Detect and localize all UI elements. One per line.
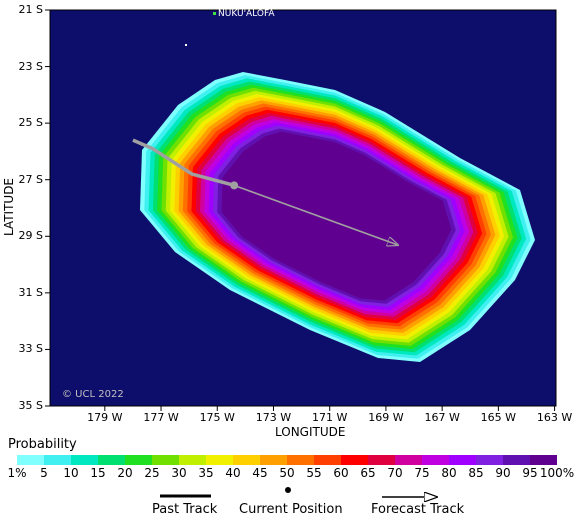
y-tick-label: 27 S xyxy=(18,172,43,186)
legend-swatch xyxy=(98,455,125,465)
legend-label: 25 xyxy=(144,466,160,480)
legend-labels: 1% 5 10 15 20 25 30 35 40 45 50 55 60 65 70 75 80 85 90 95 1… xyxy=(0,466,580,482)
legend-swatch xyxy=(233,455,260,465)
legend-swatch xyxy=(17,455,44,465)
legend-label: 70 xyxy=(387,466,403,480)
legend-swatch xyxy=(152,455,179,465)
legend-swatch xyxy=(422,455,449,465)
x-tick-label: 167 W xyxy=(424,411,460,424)
legend-label: 60 xyxy=(333,466,349,480)
legend-swatch xyxy=(260,455,287,465)
y-tick-label: 35 S xyxy=(18,399,43,412)
legend-swatch xyxy=(179,455,206,465)
legend-label: 100% xyxy=(539,466,575,480)
x-tick-label: 165 W xyxy=(480,411,517,424)
legend-swatch xyxy=(449,455,476,465)
x-tick-label: 173 W xyxy=(255,411,292,424)
plot-frame xyxy=(49,9,557,407)
legend-swatch xyxy=(44,455,71,465)
legend-label: 50 xyxy=(279,466,295,480)
legend-swatch xyxy=(125,455,152,465)
legend-swatch xyxy=(476,455,503,465)
legend-swatch xyxy=(314,455,341,465)
probability-swath xyxy=(140,72,535,362)
legend-label: 10 xyxy=(63,466,79,480)
y-axis-title: LATITUDE xyxy=(2,177,17,237)
legend-label: 45 xyxy=(252,466,268,480)
legend-label: 15 xyxy=(90,466,106,480)
y-tick-label: 29 S xyxy=(18,229,43,243)
legend-swatch xyxy=(287,455,314,465)
legend-swatch xyxy=(71,455,98,465)
legend-swatch xyxy=(530,455,557,465)
forecast-track-key-label: Forecast Track xyxy=(371,502,465,517)
y-tick-label: 33 S xyxy=(18,342,43,356)
x-tick-label: 163 W xyxy=(536,411,573,424)
past-track-line xyxy=(132,138,235,188)
legend-label: 20 xyxy=(117,466,133,480)
place-marker-nukualofa xyxy=(185,12,216,46)
forecast-track-arrow xyxy=(233,184,397,244)
legend-label: 1% xyxy=(7,466,27,480)
legend-swatch xyxy=(368,455,395,465)
legend-label: 5 xyxy=(40,466,48,480)
x-tick-label: 177 W xyxy=(143,411,179,424)
legend-label: 65 xyxy=(360,466,376,480)
legend-label: 85 xyxy=(468,466,484,480)
current-position-key-symbol xyxy=(285,487,291,493)
legend-label: 40 xyxy=(225,466,241,480)
legend-label: 35 xyxy=(198,466,214,480)
y-tick-label: 31 S xyxy=(18,285,43,299)
legend-label: 95 xyxy=(522,466,538,480)
legend-label: 30 xyxy=(171,466,187,480)
past-track-key-label: Past Track xyxy=(152,502,218,517)
legend-swatch xyxy=(395,455,422,465)
legend-title: Probability xyxy=(8,437,77,452)
x-tick-label: 171 W xyxy=(312,411,348,424)
axis-ticks xyxy=(45,9,556,411)
legend-label: 90 xyxy=(495,466,511,480)
x-tick-label: 169 W xyxy=(368,411,404,424)
current-position-marker xyxy=(230,181,239,190)
x-tick-label: 179 W xyxy=(87,411,123,424)
copyright-label: © UCL 2022 xyxy=(62,389,124,400)
legend-swatch xyxy=(503,455,530,465)
legend-swatch xyxy=(206,455,233,465)
legend-color-bar xyxy=(17,455,557,465)
x-tick-label: 175 W xyxy=(199,411,235,424)
legend-label: 80 xyxy=(441,466,457,480)
y-tick-label: 23 S xyxy=(18,59,43,73)
legend-label: 75 xyxy=(414,466,430,480)
x-axis-title: LONGITUDE xyxy=(275,425,346,439)
y-tick-label: 21 S xyxy=(18,3,43,16)
current-position-key-label: Current Position xyxy=(239,502,343,517)
probability-band-20 xyxy=(221,131,452,301)
legend-label: 55 xyxy=(306,466,322,480)
y-tick-label: 25 S xyxy=(18,116,43,130)
legend-swatch xyxy=(341,455,368,465)
place-label-nukualofa: NUKU'ALOFA xyxy=(218,9,275,19)
